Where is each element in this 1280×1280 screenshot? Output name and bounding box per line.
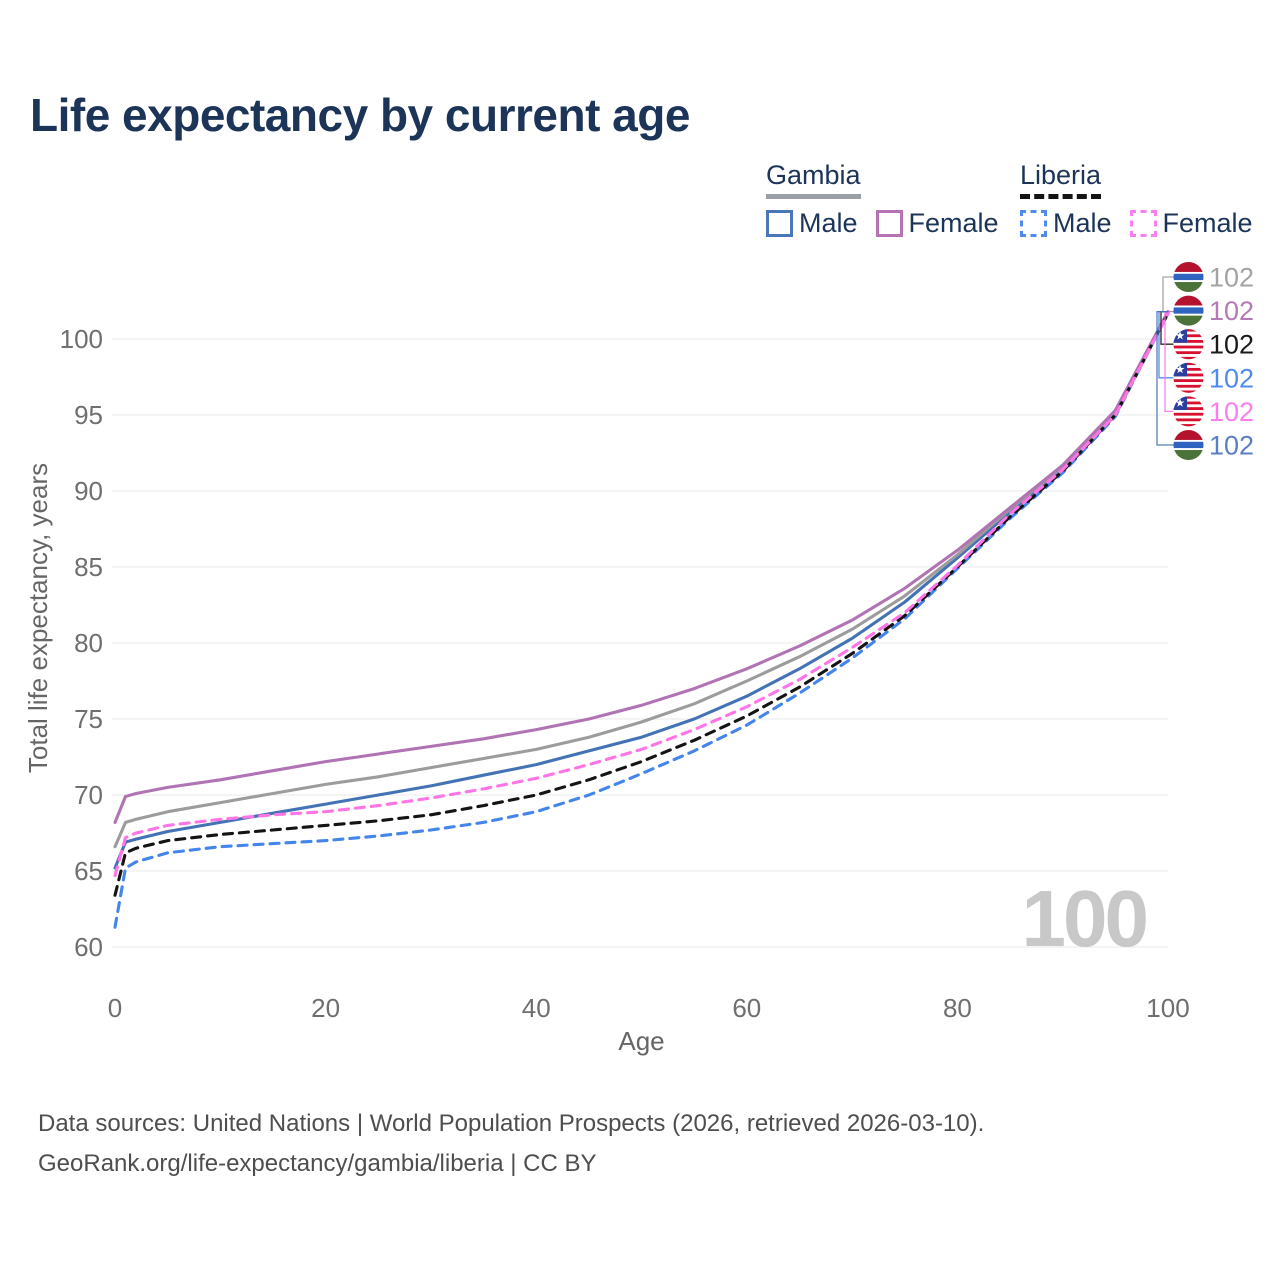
leader-line-gambia-male [1156,310,1174,446]
x-tick-label-100: 100 [1146,993,1189,1023]
gambia-female-swatch-icon [875,210,903,237]
legend-label-liberia-male: Male [1053,208,1112,238]
series-line-liberia-female[interactable] [113,311,1170,878]
series-line-gambia-female[interactable] [113,310,1170,824]
x-tick-label-60: 60 [732,993,761,1023]
source-footer: Data sources: United Nations | World Pop… [38,1104,984,1185]
liberia-flag-icon [1173,362,1204,393]
legend-label-gambia-male: Male [799,208,858,238]
gambia-flag-icon [1173,430,1204,461]
y-tick-label-95: 95 [74,400,103,430]
y-tick-label-85: 85 [74,552,103,582]
liberia-flag-icon [1173,396,1204,427]
legend-item-gambia-female[interactable]: Female [875,208,999,239]
end-value-gambia-both: 102 [1209,263,1254,293]
y-axis-title: Total life expectancy, years [23,463,53,773]
gambia-male-swatch-icon [766,210,793,237]
leader-line-gambia-both [1162,276,1174,313]
legend-label-liberia-female: Female [1162,208,1253,238]
x-tick-label-40: 40 [522,993,551,1023]
leader-line-liberia-female [1164,310,1174,413]
source-line-1: Data sources: United Nations | World Pop… [38,1110,985,1137]
liberia-male-swatch-icon [1020,210,1047,237]
end-value-liberia-male: 102 [1209,363,1254,393]
x-axis-title: Age [618,1026,664,1056]
legend-country-gambia[interactable]: Gambia [766,160,861,199]
y-tick-label-60: 60 [74,932,103,962]
end-value-liberia-both: 102 [1209,330,1254,360]
y-tick-label-90: 90 [74,476,103,506]
y-tick-label-75: 75 [74,704,103,734]
end-value-gambia-female: 102 [1209,296,1254,326]
source-line-2[interactable]: GeoRank.org/life-expectancy/gambia/liber… [38,1150,597,1178]
legend-group-gambia: Gambia Male Female [766,160,999,239]
series-line-gambia-both[interactable] [113,310,1170,849]
gambia-flag-icon [1173,295,1204,326]
gambia-flag-icon [1173,262,1204,293]
liberia-flag-icon [1173,329,1204,360]
series-line-liberia-male[interactable] [113,311,1170,929]
y-tick-label-100: 100 [60,324,103,354]
x-tick-label-0: 0 [108,993,122,1023]
x-tick-label-20: 20 [311,993,340,1023]
legend-item-liberia-female[interactable]: Female [1129,208,1253,239]
legend-country-liberia[interactable]: Liberia [1020,160,1102,199]
legend-item-liberia-male[interactable]: Male [1020,208,1112,239]
legend-group-liberia: Liberia Male Female [1020,160,1253,239]
legend-label-gambia-female: Female [908,208,999,238]
legend-item-gambia-male[interactable]: Male [766,208,858,239]
age-ticker-watermark: 100 [1022,874,1147,963]
x-tick-label-80: 80 [943,993,972,1023]
y-tick-label-70: 70 [74,780,103,810]
y-tick-label-80: 80 [74,628,103,658]
end-value-liberia-female: 102 [1209,397,1254,427]
y-tick-label-65: 65 [74,856,103,886]
liberia-female-swatch-icon [1129,210,1157,237]
page-title: Life expectancy by current age [30,89,690,141]
series-line-liberia-both[interactable] [113,311,1170,897]
end-value-gambia-male: 102 [1209,431,1254,461]
series-line-gambia-male[interactable] [113,311,1170,870]
